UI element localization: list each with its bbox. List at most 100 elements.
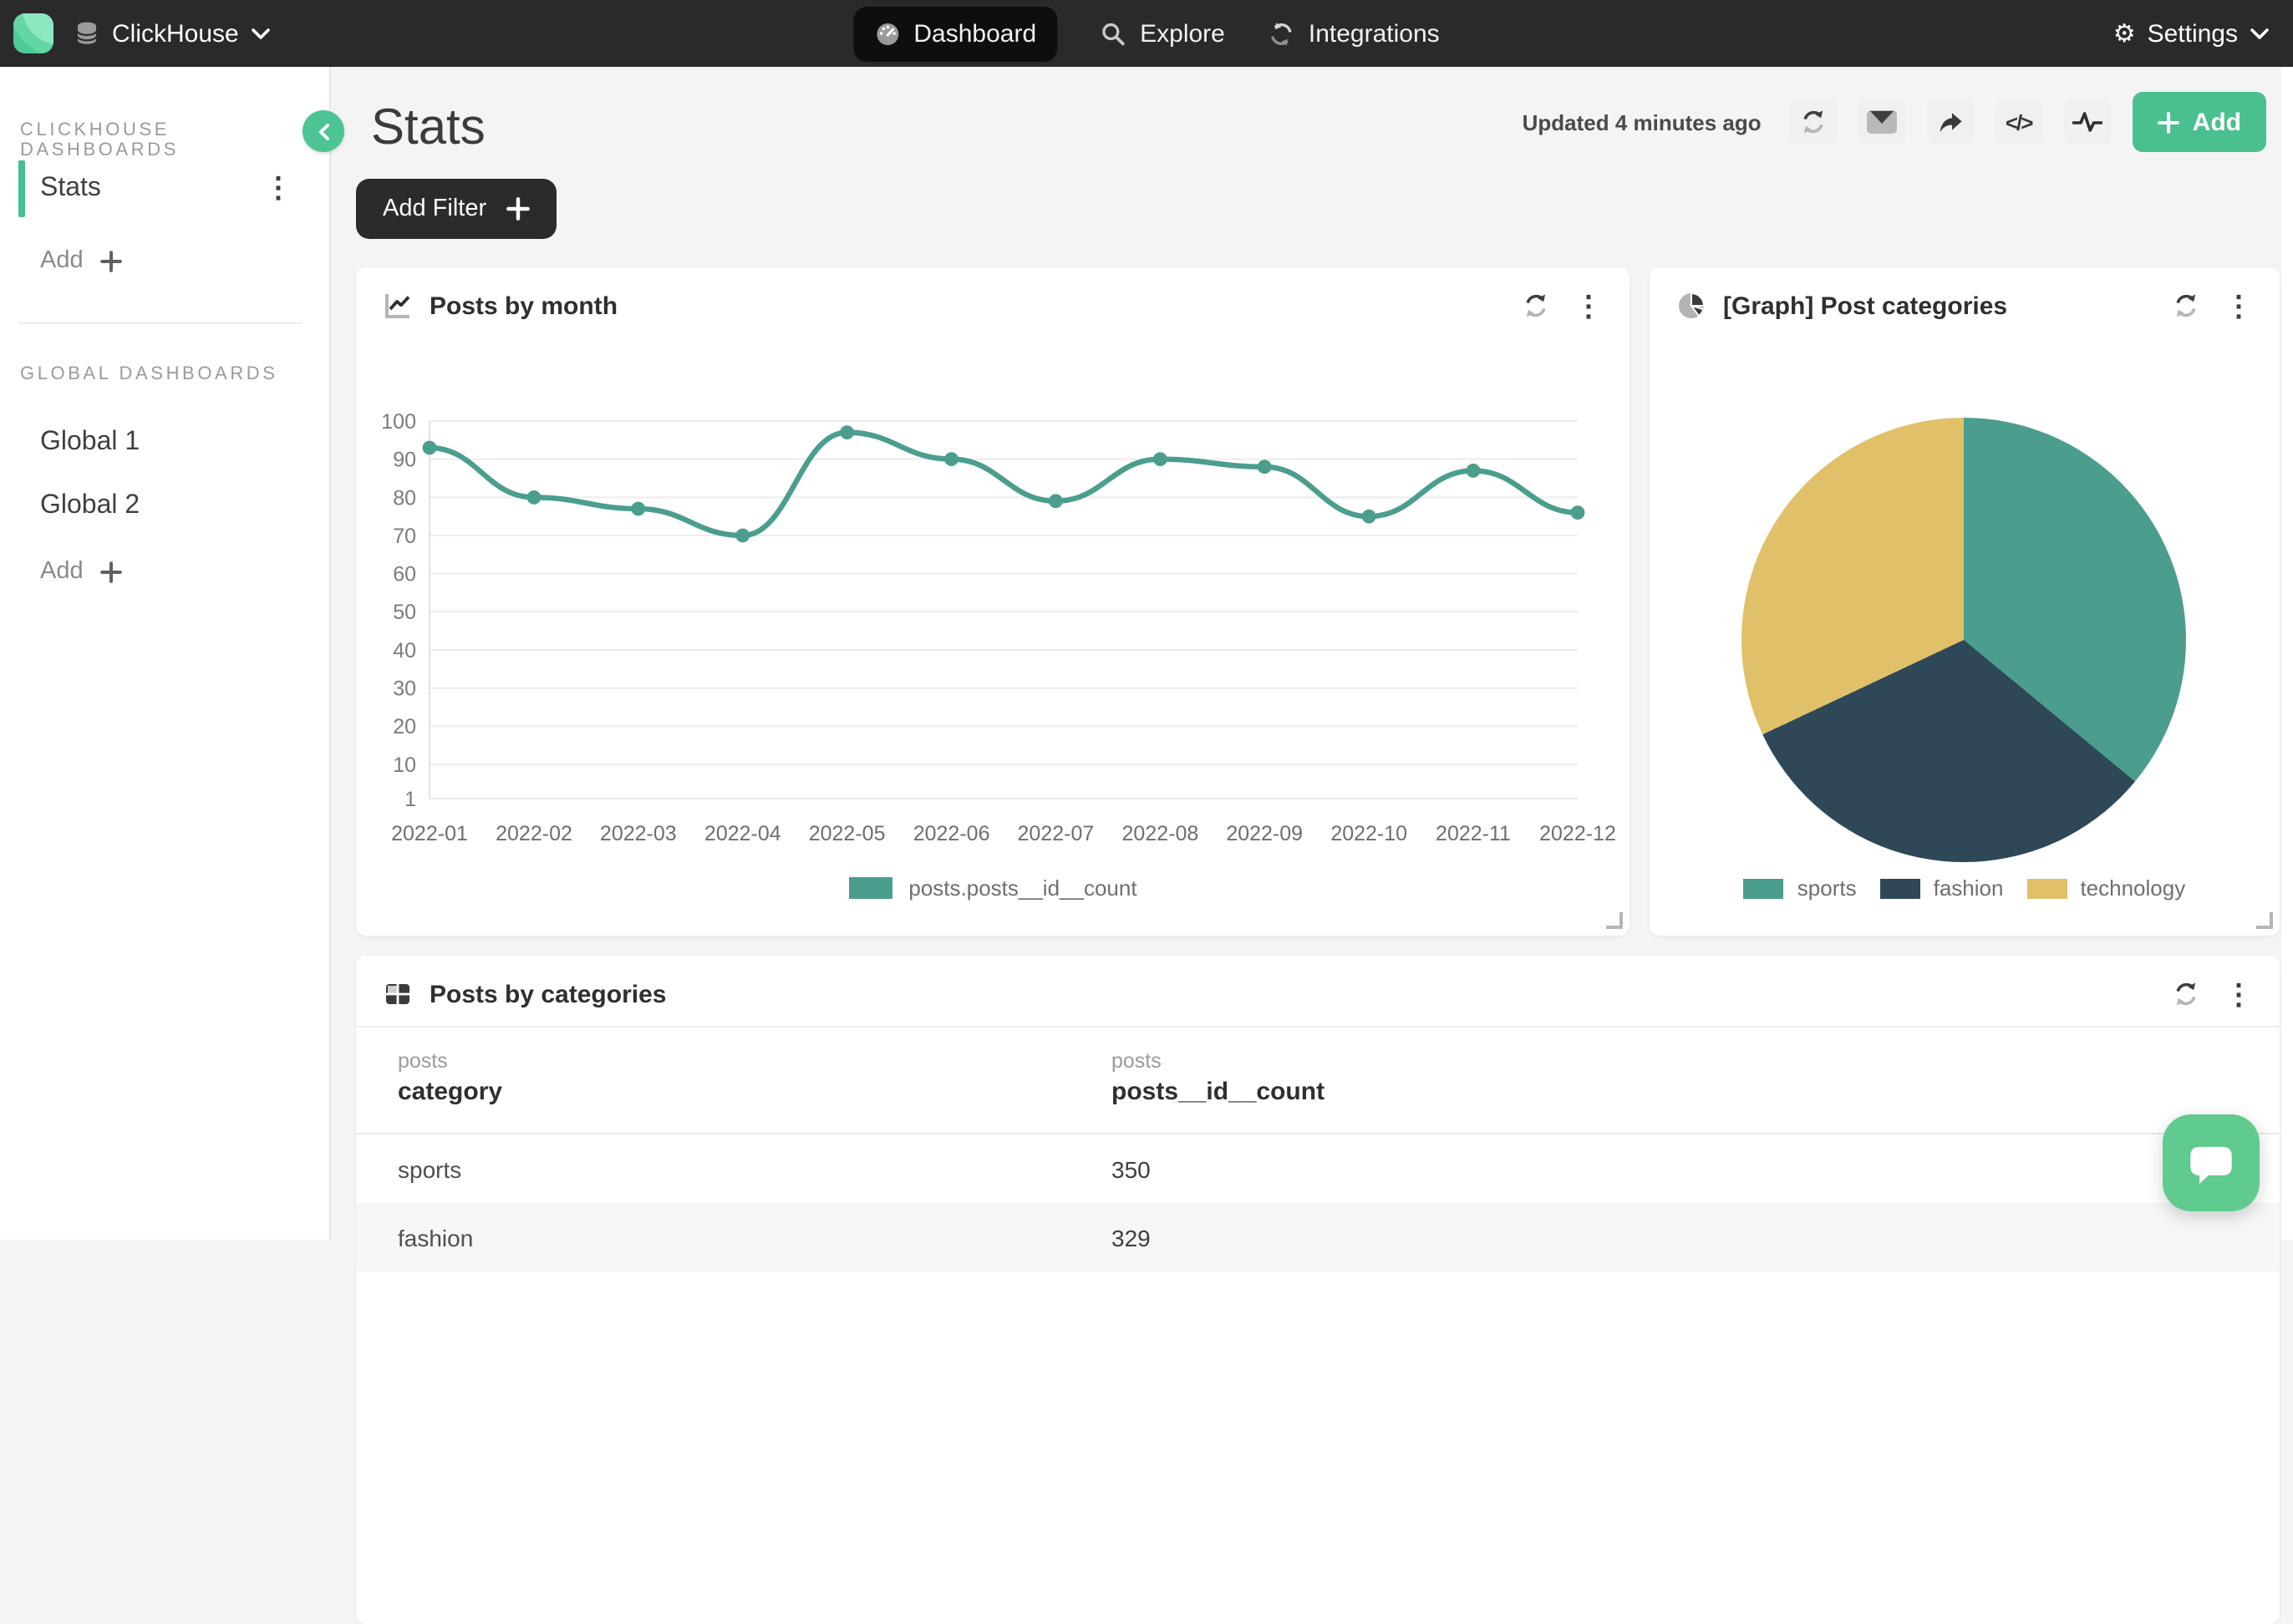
refresh-icon[interactable] <box>1523 292 1549 319</box>
share-button[interactable] <box>1926 100 1974 144</box>
table-icon <box>386 984 409 1004</box>
y-axis-tick: 40 <box>393 639 416 662</box>
plus-icon <box>99 250 122 272</box>
nav-tab-label: Integrations <box>1308 19 1440 48</box>
legend-label: technology <box>2080 875 2186 901</box>
sidebar-item-global-2[interactable]: Global 2 <box>0 481 329 531</box>
nav-tab-dashboard[interactable]: Dashboard <box>853 6 1059 61</box>
sidebar-item-stats[interactable]: Stats ⋮ <box>0 160 329 217</box>
kebab-menu-icon[interactable]: ⋮ <box>2224 290 2253 322</box>
settings-menu[interactable]: ⚙ Settings <box>2113 0 2270 67</box>
nav-tab-integrations[interactable]: Integrations <box>1269 19 1440 48</box>
sidebar-add-global-dashboard[interactable]: Add <box>40 551 122 591</box>
plus-icon <box>506 197 531 221</box>
scrollbar-track[interactable] <box>2281 67 2293 1240</box>
data-point <box>735 528 750 543</box>
embed-code-button[interactable]: </> <box>1995 100 2042 144</box>
x-axis-tick: 2022-04 <box>704 822 781 845</box>
widget-header: Posts by month ⋮ <box>356 267 1630 344</box>
table-column-headers: category posts__id__count <box>356 1078 2280 1133</box>
nav-tab-explore[interactable]: Explore <box>1101 19 1225 48</box>
line-chart: 100 90 80 70 60 50 40 30 20 10 1 2022-01 2022-02 2022… <box>356 384 1630 872</box>
refresh-icon[interactable] <box>2173 981 2199 1007</box>
gear-icon: ⚙ <box>2113 19 2136 48</box>
speech-bubble-icon <box>2190 1145 2232 1183</box>
widget-actions: ⋮ <box>2173 980 2253 1008</box>
table-divider <box>356 1133 2280 1134</box>
chat-widget-button[interactable] <box>2163 1114 2260 1211</box>
widget-title: Posts by month <box>430 292 618 320</box>
column-header[interactable]: category <box>398 1078 503 1106</box>
legend-label: posts.posts__id__count <box>908 875 1137 901</box>
y-axis-tick: 1 <box>404 788 416 811</box>
sidebar-divider <box>18 322 303 324</box>
cell-category: fashion <box>398 1224 474 1251</box>
y-axis-tick: 50 <box>393 601 416 624</box>
plus-icon <box>2157 111 2179 133</box>
pie-chart-icon <box>1679 292 1706 318</box>
data-point <box>526 490 541 505</box>
widget-post-categories: [Graph] Post categories ⋮ sports fashion t… <box>1650 267 2280 936</box>
table-row: fashion 329 <box>356 1203 2280 1271</box>
column-group-label: posts <box>398 1049 448 1073</box>
pie-chart-legend: sports fashion technology <box>1650 875 2280 901</box>
data-table: posts posts category posts__id__count sports… <box>356 1028 2280 1271</box>
mail-button[interactable] <box>1858 100 1905 144</box>
brand-selector[interactable]: ClickHouse <box>74 0 271 67</box>
line-chart-icon <box>385 294 410 318</box>
chevron-down-icon <box>2250 28 2269 39</box>
column-header[interactable]: posts__id__count <box>1111 1078 1325 1106</box>
add-widget-button[interactable]: Add <box>2132 92 2266 152</box>
x-axis-tick: 2022-11 <box>1436 822 1511 845</box>
app-logo[interactable] <box>13 13 53 53</box>
share-arrow-icon <box>1940 112 1962 132</box>
refresh-icon <box>1803 110 1823 134</box>
x-axis-tick: 2022-06 <box>913 822 990 845</box>
kebab-menu-icon[interactable]: ⋮ <box>264 172 292 204</box>
brand-label: ClickHouse <box>112 19 239 48</box>
x-axis-tick: 2022-12 <box>1539 822 1616 845</box>
line-chart-legend: posts.posts__id__count <box>356 875 1630 901</box>
sidebar-add-dashboard[interactable]: Add <box>40 241 122 281</box>
refresh-icon[interactable] <box>2173 292 2199 319</box>
resize-handle[interactable] <box>1606 912 1623 929</box>
sidebar-section-title: CLICKHOUSE DASHBOARDS <box>20 120 180 160</box>
add-filter-button[interactable]: Add Filter <box>356 179 557 239</box>
data-point <box>1361 509 1376 524</box>
widget-actions: ⋮ <box>2173 292 2253 320</box>
mail-icon <box>1866 110 1897 134</box>
cell-count: 350 <box>1111 1155 1151 1182</box>
activity-button[interactable] <box>2063 100 2111 144</box>
widget-posts-by-categories: Posts by categories ⋮ posts posts category… <box>356 956 2280 1624</box>
sidebar-item-global-1[interactable]: Global 1 <box>0 418 329 468</box>
x-axis-tick: 2022-03 <box>600 822 677 845</box>
legend-swatch <box>1879 878 1920 898</box>
widget-header: [Graph] Post categories ⋮ <box>1650 267 2280 344</box>
legend-item-sports: sports <box>1743 875 1857 901</box>
widget-actions: ⋮ <box>1523 292 1603 320</box>
kebab-menu-icon[interactable]: ⋮ <box>2224 978 2253 1010</box>
data-point <box>1466 464 1481 478</box>
add-label: Add <box>40 247 84 274</box>
main-nav: Dashboard Explore Integrations <box>853 0 1440 67</box>
table-column-groups: posts posts <box>356 1049 2280 1073</box>
widget-posts-by-month: Posts by month ⋮ 100 90 80 70 60 50 40 30 20 10 1 2… <box>356 267 1630 936</box>
widget-title: [Graph] Post categories <box>1723 292 2008 320</box>
data-point <box>1153 452 1167 466</box>
kebab-menu-icon[interactable]: ⋮ <box>1574 290 1603 322</box>
search-icon <box>1103 22 1126 45</box>
sidebar-item-label: Global 2 <box>40 491 140 520</box>
line-chart-svg: 100 90 80 70 60 50 40 30 20 10 1 2022-01 2022-02 2022… <box>381 410 1616 845</box>
sidebar-collapse-button[interactable] <box>303 110 344 152</box>
resize-handle[interactable] <box>2256 912 2273 929</box>
widget-title: Posts by categories <box>430 980 667 1008</box>
refresh-button[interactable] <box>1789 100 1837 144</box>
database-icon <box>76 22 98 44</box>
dashboard-actions: Updated 4 minutes ago </> <box>1523 92 2266 152</box>
column-group-label: posts <box>1111 1049 1162 1073</box>
y-axis-tick: 90 <box>393 449 416 472</box>
y-axis-tick: 10 <box>393 754 416 777</box>
widget-header: Posts by categories ⋮ <box>356 956 2280 1033</box>
code-icon: </> <box>2005 109 2034 134</box>
last-updated-text: Updated 4 minutes ago <box>1522 109 1762 134</box>
